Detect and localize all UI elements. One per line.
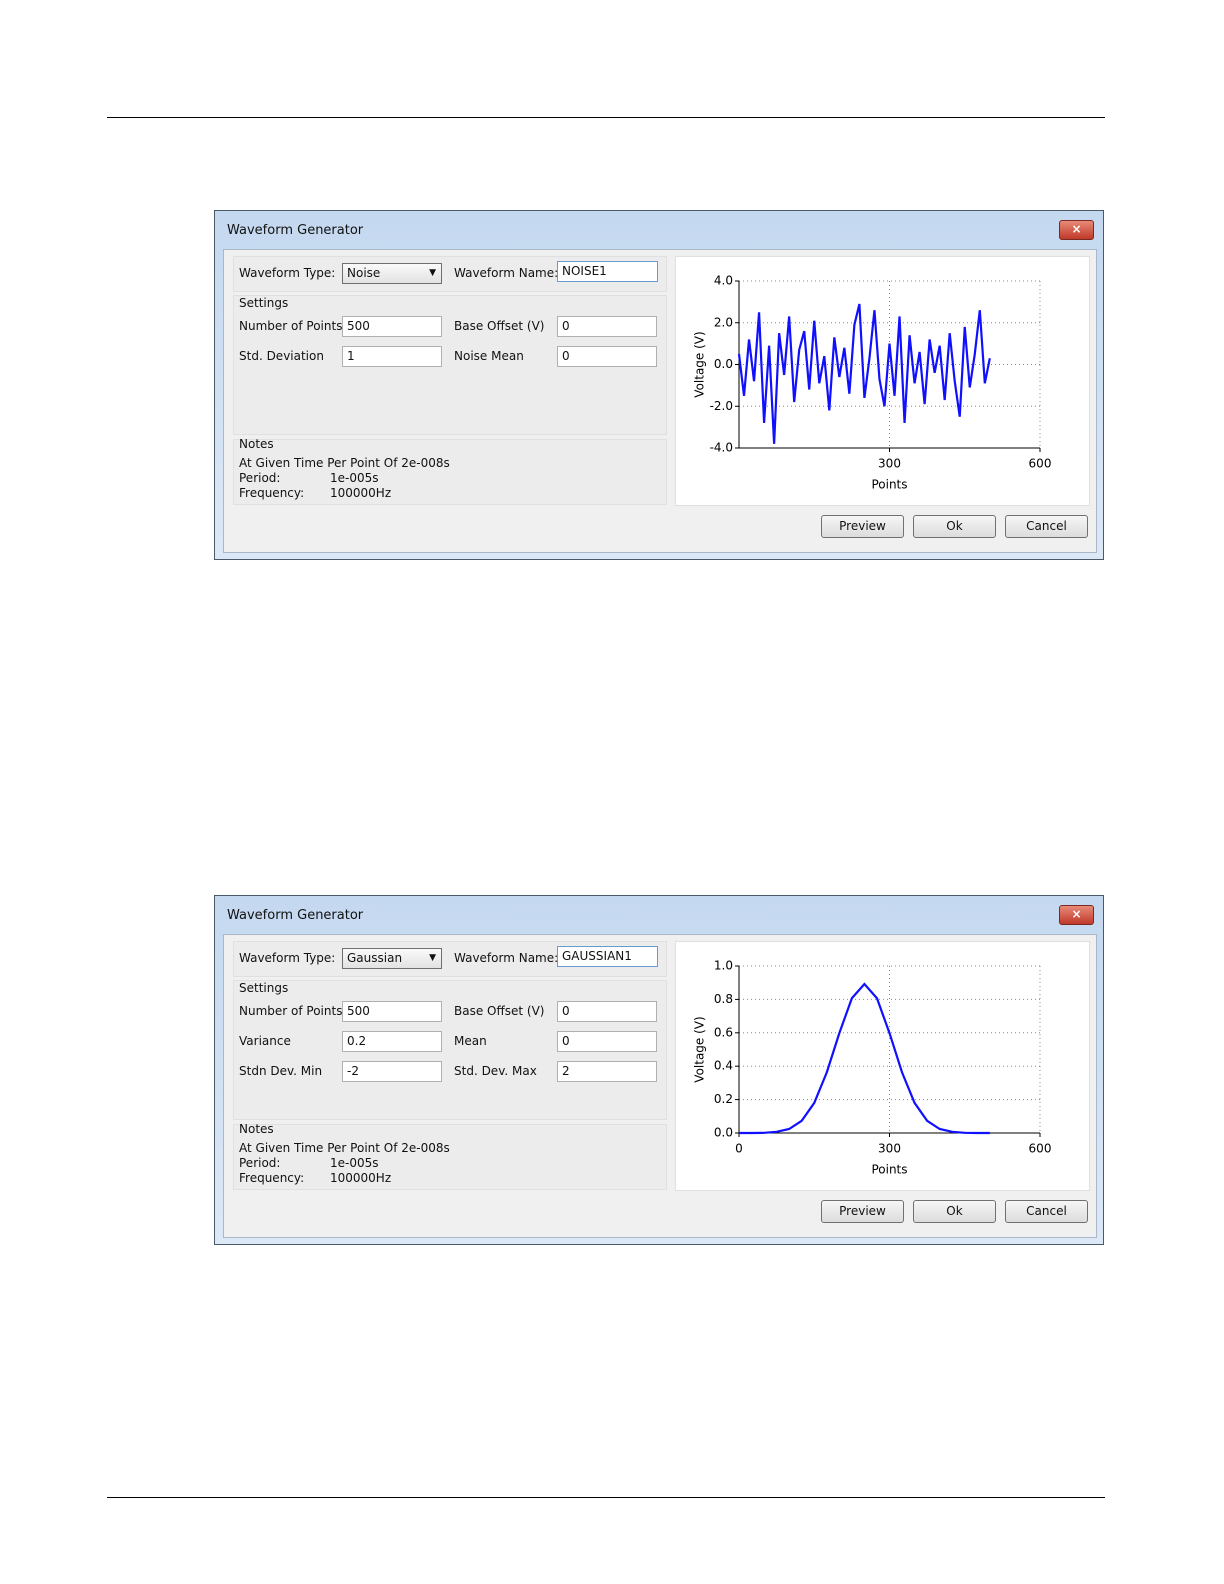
field-input[interactable]: -2 <box>342 1061 442 1082</box>
notes-row-label: Period: <box>239 1156 281 1170</box>
notes-line: At Given Time Per Point Of 2e-008s <box>239 456 450 470</box>
waveform-name-input[interactable]: GAUSSIAN1 <box>557 946 658 967</box>
field-label: Std. Dev. Max <box>454 1064 537 1078</box>
settings-label: Settings <box>239 296 289 310</box>
dropdown-arrow[interactable]: ▼ <box>429 268 436 278</box>
waveform-type-select[interactable]: Gaussian ▼ <box>342 948 442 969</box>
y-tick-label: 0.8 <box>714 992 733 1006</box>
notes-group <box>233 1124 667 1190</box>
notes-row-label: Frequency: <box>239 486 305 500</box>
waveform-type-label: Waveform Type: <box>239 951 336 965</box>
dialog-body: Waveform Type: Gaussian ▼ Waveform Name: GAU… <box>223 934 1097 1238</box>
field-input[interactable]: 0 <box>557 346 657 367</box>
dialog-body: Waveform Type: Noise ▼ Waveform Name: NOISE1… <box>223 249 1097 553</box>
field-label: Mean <box>454 1034 487 1048</box>
field-label: Base Offset (V) <box>454 319 545 333</box>
close-button[interactable]: × <box>1059 220 1094 240</box>
button[interactable]: Ok <box>913 1200 996 1223</box>
field-input[interactable]: 2 <box>557 1061 657 1082</box>
dialog-title: Waveform Generator <box>227 223 364 238</box>
waveform-type-label: Waveform Type: <box>239 266 336 280</box>
x-tick-label: 0 <box>735 1142 743 1156</box>
button[interactable]: Cancel <box>1005 1200 1088 1223</box>
field-label: Variance <box>239 1034 291 1048</box>
chart-panel: 0.0 0.2 0.4 0.6 0.8 1.0 0 300 600 Voltage (V) Poin… <box>675 941 1090 1191</box>
bottom-rule <box>107 1497 1105 1498</box>
y-tick-label: 1.0 <box>714 959 733 973</box>
notes-row-value: 100000Hz <box>330 1171 392 1185</box>
field-label: Stdn Dev. Min <box>239 1064 323 1078</box>
button[interactable]: Cancel <box>1005 515 1088 538</box>
y-tick-label: -2.0 <box>710 399 733 413</box>
field-input[interactable]: 1 <box>342 346 442 367</box>
field-input[interactable]: 0 <box>557 1031 657 1052</box>
data-line <box>739 982 990 1135</box>
notes-label: Notes <box>239 437 274 451</box>
chart: -4.0 -2.0 0.0 2.0 4.0 300 600 Voltage (V) Points <box>693 274 1052 492</box>
waveform-type-select[interactable]: Noise ▼ <box>342 263 442 284</box>
button[interactable]: Preview <box>821 1200 904 1223</box>
button[interactable]: Ok <box>913 515 996 538</box>
chart: 0.0 0.2 0.4 0.6 0.8 1.0 0 300 600 Voltage (V) Poin… <box>693 959 1052 1177</box>
dialog-window: Waveform Generator × Waveform Type: Gaussia… <box>214 895 1104 1245</box>
waveform-name-input[interactable]: NOISE1 <box>557 261 658 282</box>
field-label: Std. Deviation <box>239 349 324 363</box>
field-input[interactable]: 0.2 <box>342 1031 442 1052</box>
x-tick-label: 600 <box>1029 457 1052 471</box>
close-button[interactable]: × <box>1059 905 1094 925</box>
y-tick-label: -4.0 <box>710 441 733 455</box>
notes-row-value: 100000Hz <box>330 486 392 500</box>
y-axis-label: Voltage (V) <box>693 1016 707 1082</box>
field-label: Number of Points <box>239 319 343 333</box>
waveform-name-label: Waveform Name: <box>454 951 559 965</box>
dialog-window: Waveform Generator × Waveform Type: Noise ▼ W… <box>214 210 1104 560</box>
notes-row-value: 1e-005s <box>330 1156 379 1170</box>
data-line <box>737 303 991 444</box>
dialog-title: Waveform Generator <box>227 908 364 923</box>
x-tick-label: 300 <box>878 1142 901 1156</box>
x-tick-label: 600 <box>1029 1142 1052 1156</box>
y-tick-label: 0.0 <box>714 357 733 371</box>
field-label: Noise Mean <box>454 349 524 363</box>
notes-line: At Given Time Per Point Of 2e-008s <box>239 1141 450 1155</box>
y-tick-label: 0.4 <box>714 1059 733 1073</box>
y-tick-label: 2.0 <box>714 315 733 329</box>
y-axis-label: Voltage (V) <box>693 331 707 397</box>
x-axis-label: Points <box>871 478 907 492</box>
y-tick-label: 0.6 <box>714 1025 733 1039</box>
x-tick-label: 300 <box>878 457 901 471</box>
notes-group <box>233 439 667 505</box>
notes-row-value: 1e-005s <box>330 471 379 485</box>
y-tick-label: 4.0 <box>714 274 733 288</box>
y-tick-label: 0.0 <box>714 1126 733 1140</box>
x-axis-label: Points <box>871 1163 907 1177</box>
field-input[interactable]: 500 <box>342 1001 442 1022</box>
field-input[interactable]: 0 <box>557 1001 657 1022</box>
field-label: Base Offset (V) <box>454 1004 545 1018</box>
notes-row-label: Period: <box>239 471 281 485</box>
waveform-name-label: Waveform Name: <box>454 266 559 280</box>
field-label: Number of Points <box>239 1004 343 1018</box>
settings-label: Settings <box>239 981 289 995</box>
notes-row-label: Frequency: <box>239 1171 305 1185</box>
chart-panel: -4.0 -2.0 0.0 2.0 4.0 300 600 Voltage (V) Points <box>675 256 1090 506</box>
button[interactable]: Preview <box>821 515 904 538</box>
top-rule <box>107 117 1105 118</box>
notes-label: Notes <box>239 1122 274 1136</box>
field-input[interactable]: 0 <box>557 316 657 337</box>
field-input[interactable]: 500 <box>342 316 442 337</box>
dropdown-arrow[interactable]: ▼ <box>429 953 436 963</box>
y-tick-label: 0.2 <box>714 1092 733 1106</box>
